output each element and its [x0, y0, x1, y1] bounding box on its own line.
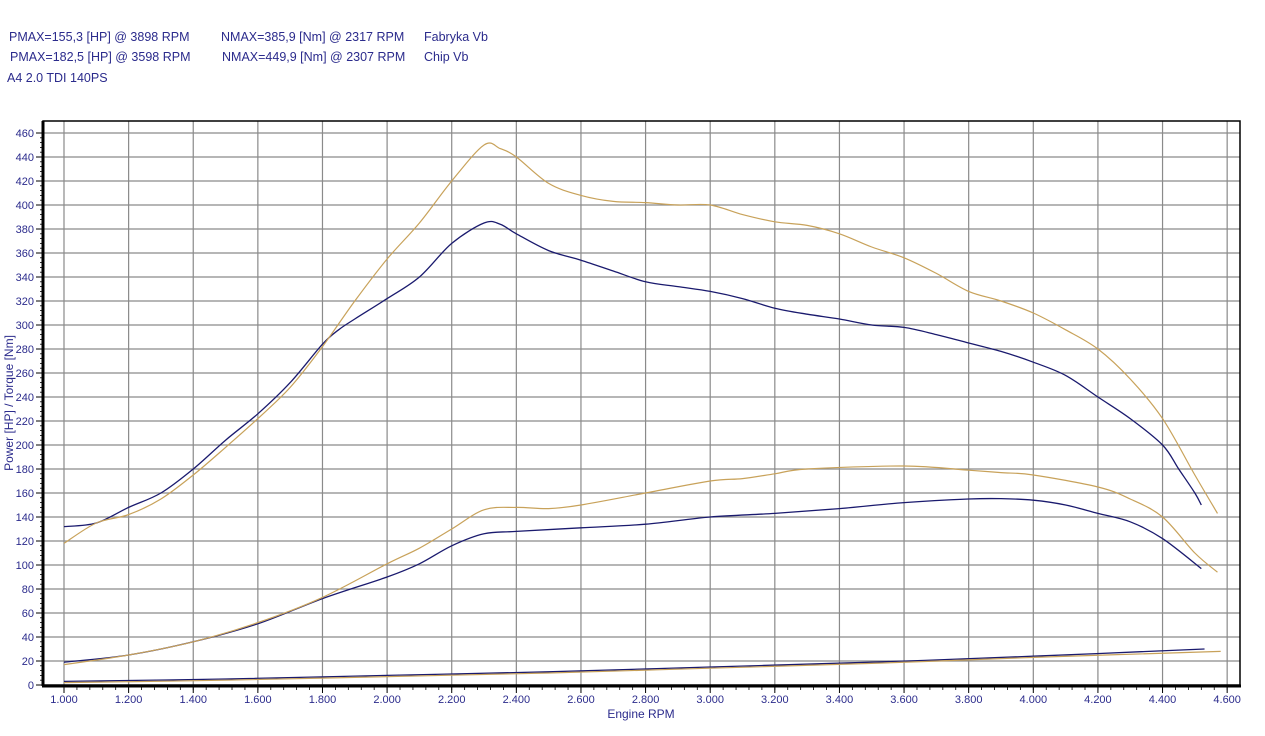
y-tick-label: 380 [16, 224, 34, 236]
y-tick-label: 40 [22, 632, 34, 644]
y-tick-label: 440 [16, 152, 34, 164]
y-tick-label: 320 [16, 296, 34, 308]
x-tick-label: 3.400 [826, 694, 854, 706]
x-tick-label: 3.200 [761, 694, 789, 706]
x-tick-label: 1.200 [115, 694, 143, 706]
power-chip-vb-hp-curve [63, 465, 1218, 666]
x-tick-label: 2.600 [567, 694, 595, 706]
x-axis-title: Engine RPM [607, 707, 674, 721]
y-tick-label: 340 [16, 272, 34, 284]
power-fabryka-vb-hp-curve [63, 497, 1202, 663]
y-tick-label: 120 [16, 536, 34, 548]
y-tick-label: 360 [16, 248, 34, 260]
vehicle-title: A4 2.0 TDI 140PS [7, 71, 108, 85]
x-tick-label: 2.800 [632, 694, 660, 706]
grid-lines [43, 121, 1240, 685]
stock-legend-name: Fabryka Vb [424, 30, 488, 44]
x-tick-label: 4.400 [1149, 694, 1177, 706]
axis-ticks [36, 132, 1228, 693]
chart-header: PMAX=155,3 [HP] @ 3898 RPM NMAX=385,9 [N… [0, 0, 700, 90]
y-tick-label: 460 [16, 128, 34, 140]
x-tick-label: 3.000 [696, 694, 724, 706]
y-tick-label: 400 [16, 200, 34, 212]
y-tick-labels: 0 20 40 60 80 100 120 140 160 180 200 220 240 260 280 3… [16, 128, 34, 692]
y-tick-label: 140 [16, 512, 34, 524]
x-tick-label: 2.200 [438, 694, 466, 706]
y-tick-label: 280 [16, 344, 34, 356]
chip-nmax: NMAX=449,9 [Nm] @ 2307 RPM [222, 50, 406, 64]
y-tick-label: 80 [22, 584, 34, 596]
x-tick-label: 4.600 [1213, 694, 1241, 706]
series-lines [63, 142, 1221, 684]
y-tick-label: 240 [16, 392, 34, 404]
x-tick-label: 1.400 [179, 694, 207, 706]
y-tick-label: 300 [16, 320, 34, 332]
chip-pmax: PMAX=182,5 [HP] @ 3598 RPM [10, 50, 191, 64]
torque-fabryka-vb-nm-curve [63, 220, 1202, 528]
x-tick-label: 1.000 [50, 694, 78, 706]
y-tick-label: 0 [28, 680, 34, 692]
y-tick-label: 60 [22, 608, 34, 620]
loss-fabryka-vb-curve [63, 648, 1205, 683]
plot-frame [42, 120, 1241, 686]
x-tick-label: 4.000 [1020, 694, 1048, 706]
stock-pmax: PMAX=155,3 [HP] @ 3898 RPM [9, 30, 190, 44]
y-tick-label: 160 [16, 488, 34, 500]
y-tick-label: 180 [16, 464, 34, 476]
x-tick-labels: 1.000 1.200 1.400 1.600 1.800 2.000 2.200 2.400… [50, 694, 1241, 706]
torque-chip-vb-nm-curve [63, 142, 1218, 544]
y-tick-label: 200 [16, 440, 34, 452]
x-tick-label: 2.400 [503, 694, 531, 706]
x-tick-label: 3.800 [955, 694, 983, 706]
x-tick-label: 3.600 [890, 694, 918, 706]
loss-chip-vb-curve [63, 650, 1221, 684]
y-tick-label: 260 [16, 368, 34, 380]
stock-nmax: NMAX=385,9 [Nm] @ 2317 RPM [221, 30, 405, 44]
x-tick-label: 1.800 [309, 694, 337, 706]
y-tick-label: 20 [22, 656, 34, 668]
y-tick-label: 100 [16, 560, 34, 572]
chip-legend-name: Chip Vb [424, 50, 469, 64]
x-tick-label: 2.000 [373, 694, 401, 706]
y-axis-title: Power [HP] / Torque [Nm] [2, 335, 16, 471]
x-tick-label: 1.600 [244, 694, 272, 706]
y-tick-label: 220 [16, 416, 34, 428]
y-tick-label: 420 [16, 176, 34, 188]
x-tick-label: 4.200 [1084, 694, 1112, 706]
